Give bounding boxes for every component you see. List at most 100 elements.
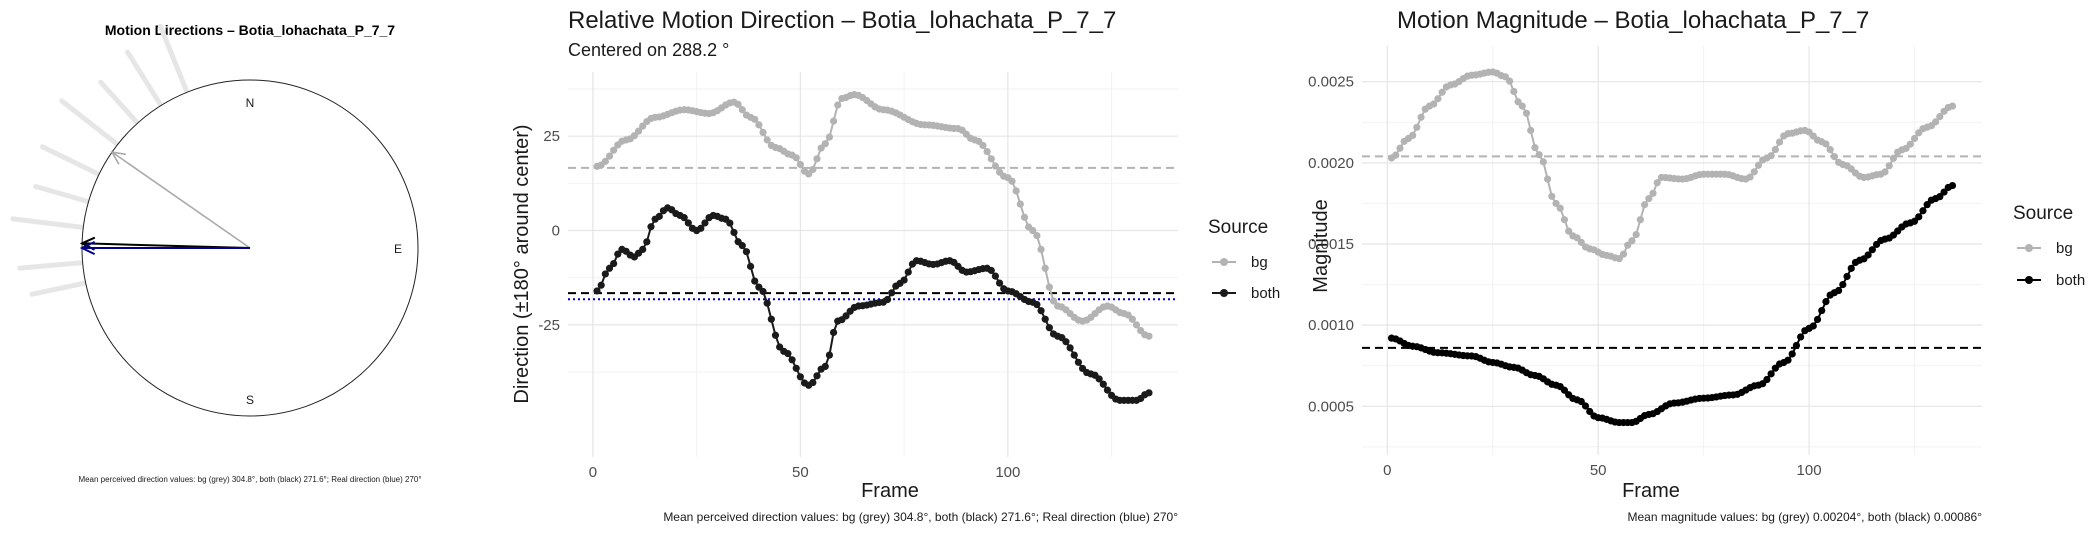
series-point-bg	[991, 162, 1000, 170]
series-point-bg	[1413, 123, 1421, 131]
series-point-bg	[759, 128, 767, 136]
y-tick-label: 25	[543, 128, 560, 145]
series-point-bg	[821, 140, 829, 148]
direction-panel: Relative Motion Direction – Botia_lohach…	[511, 7, 1280, 524]
magnitude-caption: Mean magnitude values: bg (grey) 0.00204…	[1628, 510, 1983, 524]
series-point-bg	[639, 122, 647, 130]
direction-tick-labels: 0 50 100 25 0 -25	[538, 128, 1020, 481]
magnitude-y-axis-title: Magnitude	[1310, 199, 1332, 292]
series-point-both	[605, 264, 614, 272]
series-point-bg	[1556, 204, 1564, 212]
series-point-both	[1788, 350, 1796, 358]
direction-subtitle: Centered on 288.2 °	[568, 40, 729, 60]
series-point-bg	[634, 127, 643, 135]
magnitude-panel: Motion Magnitude – Botia_lohachata_P_7_7…	[1308, 7, 2085, 524]
magnitude-legend-label-bg: bg	[2056, 240, 2073, 257]
direction-x-axis-title: Frame	[861, 480, 919, 502]
series-point-bg	[1434, 95, 1442, 103]
series-point-bg	[1396, 144, 1404, 152]
series-point-bg	[1029, 226, 1037, 235]
series-point-bg	[1822, 140, 1830, 148]
magnitude-legend-title: Source	[2013, 203, 2073, 224]
series-point-bg	[1754, 161, 1763, 169]
series-point-bg	[1881, 168, 1889, 176]
series-point-both	[825, 351, 834, 359]
series-point-bg	[1527, 126, 1535, 134]
series-point-bg	[1522, 109, 1531, 117]
polar-caption: Mean perceived direction values: bg (gre…	[78, 475, 421, 484]
series-point-both	[730, 228, 738, 237]
series-point-both	[1940, 188, 1948, 196]
series-point-bg	[829, 117, 838, 125]
series-point-bg	[1767, 152, 1775, 160]
polar-ray	[39, 144, 100, 176]
series-point-bg	[1750, 168, 1758, 176]
series-point-bg	[1020, 213, 1029, 221]
polar-ray	[29, 280, 87, 297]
series-point-both	[1560, 386, 1569, 394]
series-point-bg	[1649, 189, 1657, 197]
series-point-both	[1948, 181, 1957, 190]
magnitude-x-axis-title: Frame	[1622, 480, 1680, 502]
series-point-both	[1062, 338, 1070, 346]
direction-legend-label-bg: bg	[1251, 254, 1268, 271]
series-point-bg	[1033, 231, 1041, 240]
polar-ray	[10, 216, 84, 230]
series-point-bg	[1826, 146, 1834, 154]
series-point-bg	[809, 165, 817, 174]
series-point-bg	[751, 115, 759, 123]
series-point-both	[1070, 351, 1078, 359]
series-point-bg	[1771, 145, 1779, 154]
series-point-both	[1868, 246, 1876, 254]
series-point-bg	[1577, 238, 1585, 246]
series-point-bg	[1392, 151, 1400, 159]
series-point-bg	[1510, 87, 1518, 96]
polar-ray	[17, 260, 84, 271]
series-point-both	[1581, 402, 1590, 410]
series-point-bg	[1936, 113, 1944, 121]
series-point-both	[1864, 251, 1872, 259]
series-point-both	[1037, 307, 1045, 315]
series-point-bg	[1535, 151, 1543, 159]
series-point-bg	[1889, 154, 1898, 162]
y-tick-label: 0.0010	[1308, 317, 1354, 334]
series-point-bg	[630, 132, 638, 140]
series-point-bg	[1932, 118, 1940, 126]
series-point-both	[1033, 300, 1041, 309]
series-point-bg	[1552, 199, 1560, 208]
series-point-bg	[1775, 138, 1784, 146]
series-point-bg	[1128, 315, 1136, 323]
series-point-both	[1919, 207, 1927, 215]
x-tick-label: 100	[1797, 462, 1822, 479]
series-point-both	[1915, 213, 1923, 221]
series-line-both	[1391, 184, 1953, 424]
series-point-both	[746, 262, 755, 270]
series-point-both	[1834, 286, 1843, 295]
polar-ray	[33, 184, 90, 204]
series-point-both	[738, 242, 746, 250]
magnitude-gridlines	[1362, 46, 1982, 455]
series-point-both	[751, 277, 759, 285]
series-point-both	[639, 245, 647, 254]
series-point-both	[1792, 341, 1801, 350]
series-point-both	[701, 219, 709, 227]
series-point-bg	[610, 146, 618, 154]
direction-legend-dot-bg	[1220, 258, 1228, 266]
series-point-bg	[1041, 264, 1049, 272]
series-point-bg	[1653, 179, 1661, 187]
series-point-bg	[1645, 194, 1653, 203]
series-point-bg	[1548, 192, 1556, 200]
series-point-both	[726, 219, 734, 227]
direction-legend-dot-both	[1220, 289, 1228, 297]
direction-y-axis-title: Direction (±180° around center)	[511, 124, 533, 403]
series-point-bg	[1885, 162, 1893, 170]
y-tick-label: 0.0005	[1308, 398, 1354, 415]
series-point-bg	[792, 154, 800, 162]
polar-ray	[125, 49, 163, 107]
series-point-both	[813, 372, 821, 380]
series-point-both	[1041, 315, 1049, 323]
series-point-bg	[1565, 227, 1573, 235]
series-point-both	[684, 219, 692, 227]
series-point-both	[1066, 344, 1074, 352]
